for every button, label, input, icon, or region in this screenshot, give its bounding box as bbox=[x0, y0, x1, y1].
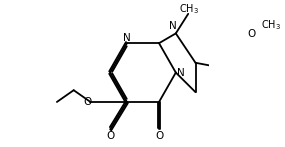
Text: CH$_3$: CH$_3$ bbox=[261, 18, 281, 32]
Text: O: O bbox=[155, 131, 163, 141]
Text: O: O bbox=[106, 131, 114, 141]
Text: O: O bbox=[83, 97, 91, 107]
Text: N: N bbox=[123, 33, 131, 43]
Text: CH$_3$: CH$_3$ bbox=[179, 2, 199, 16]
Text: N: N bbox=[177, 68, 184, 78]
Text: N: N bbox=[169, 21, 177, 31]
Text: O: O bbox=[248, 29, 256, 39]
